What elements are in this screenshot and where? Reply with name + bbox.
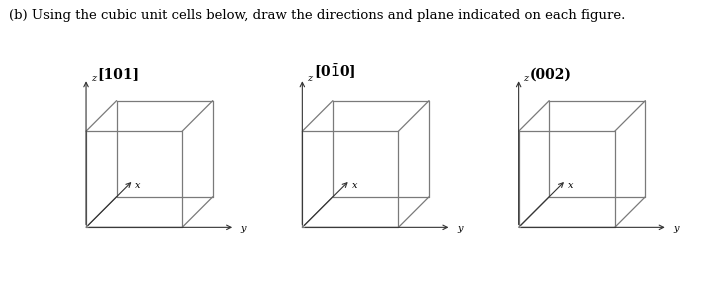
Text: x: x bbox=[352, 181, 357, 190]
Text: y: y bbox=[457, 224, 463, 233]
Text: z: z bbox=[307, 74, 312, 83]
Text: z: z bbox=[91, 74, 96, 83]
Text: [101]: [101] bbox=[97, 67, 140, 81]
Text: y: y bbox=[673, 224, 679, 233]
Text: [0$\bar{1}$0]: [0$\bar{1}$0] bbox=[314, 63, 355, 81]
Text: x: x bbox=[136, 181, 141, 190]
Text: z: z bbox=[523, 74, 528, 83]
Text: x: x bbox=[568, 181, 573, 190]
Text: (b) Using the cubic unit cells below, draw the directions and plane indicated on: (b) Using the cubic unit cells below, dr… bbox=[9, 9, 626, 22]
Text: y: y bbox=[241, 224, 247, 233]
Text: (002): (002) bbox=[530, 67, 572, 81]
